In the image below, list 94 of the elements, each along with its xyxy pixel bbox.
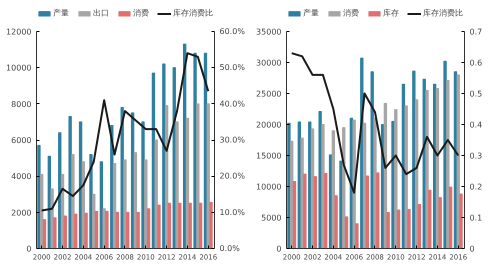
legend-label: 库存消费比 bbox=[423, 8, 463, 18]
bar bbox=[144, 159, 148, 248]
bar bbox=[68, 116, 72, 248]
y-tick-label: 2000 bbox=[11, 208, 32, 218]
y2-tick-label: 20.0% bbox=[220, 172, 246, 181]
bar bbox=[352, 120, 356, 248]
bar bbox=[100, 161, 104, 248]
bar bbox=[298, 122, 302, 248]
bar bbox=[386, 212, 390, 248]
bar bbox=[178, 202, 182, 248]
bar bbox=[334, 195, 338, 248]
y2-tick-label: 0.6 bbox=[470, 58, 482, 68]
y-tick-label: 0 bbox=[276, 244, 282, 254]
bar bbox=[324, 172, 328, 248]
bar bbox=[342, 127, 346, 248]
y2-tick-label: 0.4 bbox=[470, 120, 482, 130]
y2-tick-label: 60.0% bbox=[220, 27, 246, 36]
legend-label: 库存消费比 bbox=[173, 8, 213, 18]
bar bbox=[332, 130, 336, 248]
bar bbox=[134, 152, 138, 248]
y-tick-label: 15000 bbox=[256, 152, 282, 160]
y-tick-label: 5000 bbox=[261, 214, 282, 222]
bar bbox=[146, 208, 150, 248]
bar bbox=[318, 110, 322, 248]
bar bbox=[126, 212, 130, 248]
bar bbox=[366, 175, 370, 248]
bar bbox=[168, 202, 172, 248]
y-tick-label: 8000 bbox=[11, 100, 32, 109]
bar bbox=[116, 212, 120, 248]
y2-tick-label: 40.0% bbox=[220, 99, 246, 108]
bar bbox=[82, 161, 86, 248]
legend-label: 库存 bbox=[383, 8, 400, 18]
bar bbox=[74, 214, 78, 248]
line-series bbox=[290, 52, 460, 194]
y-tick-label: 12000 bbox=[6, 28, 32, 36]
bar bbox=[394, 109, 398, 248]
y2-tick-label: 0 bbox=[470, 244, 475, 254]
y2-tick-label: 0.7 bbox=[470, 28, 482, 36]
bar bbox=[308, 122, 312, 248]
bar bbox=[384, 102, 388, 248]
bar bbox=[164, 105, 168, 248]
legend-label: 出口 bbox=[93, 8, 110, 18]
legend-label: 产量 bbox=[303, 8, 320, 18]
y-tick-label: 30000 bbox=[256, 58, 282, 68]
y2-tick-label: 10.0% bbox=[220, 208, 246, 217]
y2-tick-label: 0.3 bbox=[470, 152, 482, 160]
bar bbox=[92, 194, 96, 248]
y-tick-label: 6000 bbox=[11, 136, 32, 145]
bar bbox=[53, 217, 57, 248]
bar bbox=[314, 176, 317, 248]
y-tick-label: 25000 bbox=[256, 90, 282, 98]
bar bbox=[370, 71, 374, 248]
bar bbox=[456, 74, 460, 248]
bar bbox=[404, 105, 408, 248]
bar bbox=[418, 204, 422, 248]
bar bbox=[446, 80, 450, 248]
y-tick-label: 35000 bbox=[256, 28, 282, 36]
bar bbox=[188, 202, 192, 248]
y2-tick-label: 0.1 bbox=[470, 214, 482, 222]
bar bbox=[84, 212, 88, 248]
bar bbox=[412, 70, 416, 248]
line-series bbox=[40, 52, 210, 212]
bar bbox=[448, 186, 452, 248]
bar bbox=[64, 215, 67, 248]
bar bbox=[48, 156, 52, 248]
bar bbox=[196, 103, 200, 248]
y-tick-label: 10000 bbox=[6, 64, 32, 73]
bar bbox=[438, 197, 442, 248]
bar bbox=[290, 140, 294, 248]
bar bbox=[303, 174, 307, 248]
y-tick-label: 0 bbox=[26, 244, 32, 254]
legend-label: 产量 bbox=[53, 8, 70, 18]
y-tick-label: 4000 bbox=[11, 172, 32, 182]
bar bbox=[206, 103, 210, 248]
bar bbox=[37, 144, 41, 248]
bar bbox=[136, 212, 140, 248]
y2-tick-label: 0.2 bbox=[470, 182, 482, 192]
bar bbox=[428, 190, 432, 248]
legend-label: 消费 bbox=[343, 8, 360, 18]
legend-label: 消费 bbox=[133, 8, 150, 18]
bar bbox=[414, 99, 418, 248]
bar bbox=[154, 140, 158, 248]
y2-tick-label: 30.0% bbox=[220, 136, 246, 144]
bar bbox=[198, 202, 202, 248]
y-tick-label: 10000 bbox=[256, 182, 282, 192]
bar bbox=[396, 210, 400, 248]
y2-tick-label: 0.0% bbox=[220, 244, 240, 253]
y2-tick-label: 0.5 bbox=[470, 90, 482, 98]
bar bbox=[376, 172, 380, 248]
bar bbox=[162, 64, 166, 248]
y-tick-label: 20000 bbox=[256, 120, 282, 130]
bar bbox=[58, 132, 62, 248]
y2-tick-label: 50.0% bbox=[220, 63, 246, 72]
bar bbox=[40, 174, 44, 248]
